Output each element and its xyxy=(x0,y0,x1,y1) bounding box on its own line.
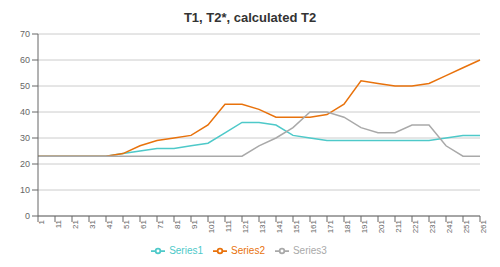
svg-text:91: 91 xyxy=(190,219,199,228)
svg-text:231: 231 xyxy=(428,219,437,233)
svg-text:151: 151 xyxy=(292,219,301,233)
svg-text:51: 51 xyxy=(122,219,131,228)
svg-text:201: 201 xyxy=(377,219,386,233)
html-text:T1, T2*, calculated T2: T1, T2*, calculated T2 xyxy=(183,10,317,25)
svg-text:0: 0 xyxy=(25,211,30,221)
svg-text:261: 261 xyxy=(479,219,488,233)
svg-text:11: 11 xyxy=(54,219,63,228)
svg-text:71: 71 xyxy=(156,219,165,228)
svg-text:60: 60 xyxy=(20,55,30,65)
svg-text:30: 30 xyxy=(20,133,30,143)
html-text:Series3: Series3 xyxy=(293,244,327,256)
svg-text:111: 111 xyxy=(224,219,233,232)
html-text:Series2: Series2 xyxy=(231,244,265,256)
svg-text:1: 1 xyxy=(37,219,46,224)
svg-text:251: 251 xyxy=(462,219,471,233)
svg-text:191: 191 xyxy=(360,219,369,233)
svg-text:70: 70 xyxy=(20,29,30,39)
svg-text:31: 31 xyxy=(88,219,97,228)
svg-text:61: 61 xyxy=(139,219,148,228)
svg-text:131: 131 xyxy=(258,219,267,233)
svg-text:181: 181 xyxy=(343,219,352,233)
svg-text:21: 21 xyxy=(71,219,80,228)
svg-text:221: 221 xyxy=(411,219,420,233)
svg-text:161: 161 xyxy=(309,219,318,233)
svg-text:141: 141 xyxy=(275,219,284,233)
html-text:Series1: Series1 xyxy=(169,244,203,256)
svg-text:10: 10 xyxy=(20,185,30,195)
svg-text:211: 211 xyxy=(394,219,403,232)
svg-text:40: 40 xyxy=(20,107,30,117)
svg-text:241: 241 xyxy=(445,219,454,233)
svg-text:50: 50 xyxy=(20,81,30,91)
svg-text:101: 101 xyxy=(207,219,216,233)
svg-text:81: 81 xyxy=(173,219,182,228)
svg-text:20: 20 xyxy=(20,159,30,169)
svg-text:171: 171 xyxy=(326,219,335,233)
svg-text:41: 41 xyxy=(105,219,114,228)
svg-text:121: 121 xyxy=(241,219,250,233)
